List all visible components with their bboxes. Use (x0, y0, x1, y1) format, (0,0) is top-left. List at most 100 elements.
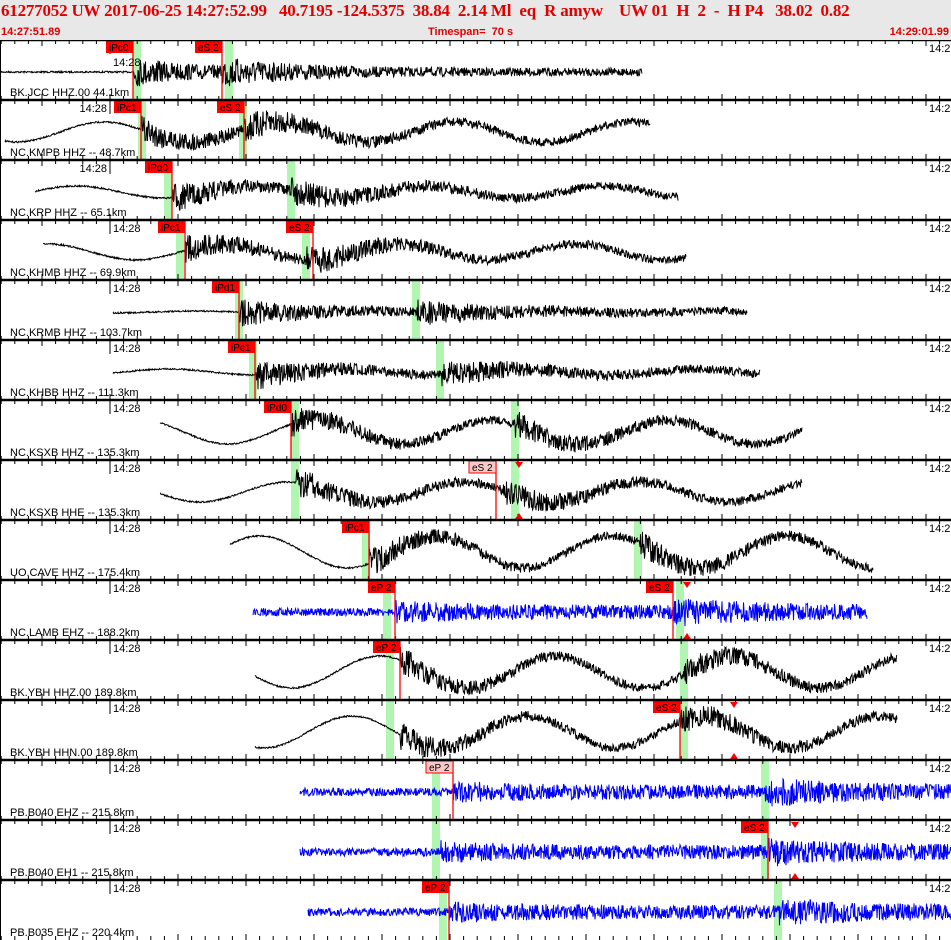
pick-flag[interactable] (114, 101, 141, 113)
theoretical-arrival-marker (249, 341, 257, 400)
channel-label: NC.KHBB HHZ -- 111.3km (10, 387, 139, 399)
seismogram-trace (254, 645, 898, 696)
phase-pick[interactable]: eS 2 (468, 460, 497, 520)
right-minute-label: 14:2 (929, 43, 950, 55)
trace-panel[interactable]: PB.B035 EHZ -- 220.4km eP 2 14:28 14:2 (0, 878, 951, 940)
seismogram-trace (4, 110, 651, 151)
trace-panel[interactable]: NC.KHMB HHZ -- 69.9km iPc1 eS 2 14:28 14:2 (0, 218, 951, 280)
pick-flag[interactable] (286, 221, 313, 233)
pick-label: iPd0 (148, 163, 168, 174)
right-minute-label: 14:2 (929, 343, 950, 355)
phase-pick[interactable]: iPd0 (145, 161, 173, 220)
phase-pick[interactable]: iPc1 (158, 221, 186, 280)
phase-pick[interactable]: eS 2 (646, 581, 674, 640)
channel-label: NC.KSXB HHE -- 135.3km (10, 507, 140, 519)
seismogram-trace (299, 837, 951, 867)
phase-pick[interactable]: eP 2 (373, 641, 401, 700)
phase-pick[interactable]: eS 2 (286, 221, 314, 280)
right-minute-label: 14:2 (929, 703, 950, 715)
phase-pick[interactable]: eS 2 (741, 821, 769, 880)
pick-flag[interactable] (106, 41, 133, 53)
trace-panel[interactable]: PB.B040 EH1 -- 215.8km eS 2 14:28 14:2 (0, 818, 951, 880)
pick-flag[interactable] (264, 401, 291, 413)
trace-panel[interactable]: BK.JCC HHZ.00 44.1km iPc0 eS 2 14:28 14:2 (0, 40, 951, 100)
pick-label: eP 2 (371, 583, 392, 594)
phase-pick[interactable]: eS 2 (195, 41, 223, 100)
theoretical-arrival-marker (225, 41, 233, 100)
minute-label: 14:28 (113, 763, 141, 775)
minute-label: 14:28 (113, 223, 141, 235)
pick-label: eS 2 (744, 823, 765, 834)
channel-label: NC.KRP HHZ -- 65.1km (10, 207, 127, 219)
phase-pick[interactable]: iPc0 (106, 41, 134, 100)
pick-flag[interactable] (217, 101, 244, 113)
right-minute-label: 14:2 (929, 583, 950, 595)
amplitude-max-triangle-icon (791, 822, 799, 828)
minute-label: 14:28 (113, 703, 141, 715)
channel-label: PB.B040 EHZ -- 215.8km (10, 807, 134, 819)
theoretical-arrival-marker (386, 701, 394, 760)
theoretical-arrival-marker (133, 41, 141, 100)
minute-label: 14:28 (113, 883, 141, 895)
minute-label: 14:28 (113, 283, 141, 295)
channel-label: PB.B040 EH1 -- 215.8km (10, 867, 134, 879)
pick-flag[interactable] (653, 701, 680, 713)
minute-label: 14:28 (113, 823, 141, 835)
phase-pick[interactable]: iPc1 (114, 101, 142, 160)
start-time: 14:27:51.89 (1, 26, 61, 38)
pick-flag[interactable] (741, 821, 768, 833)
minute-label: 14:28 (79, 163, 107, 175)
trace-panel[interactable]: BK.YBH HHN.00 189.8km eS 2 14:28 14:2 (0, 698, 951, 760)
phase-pick[interactable]: iPd1 (212, 281, 240, 340)
amplitude-min-triangle-icon (791, 873, 799, 879)
phase-pick[interactable]: iPc1 (342, 521, 370, 580)
channel-label: NC.KHMB HHZ -- 69.9km (10, 267, 136, 279)
minute-label: 14:28 (113, 583, 141, 595)
phase-pick[interactable]: eS 2 (653, 701, 681, 760)
pick-flag[interactable] (145, 161, 172, 173)
phase-pick[interactable]: eS 2 (217, 101, 245, 160)
pick-flag[interactable] (342, 521, 369, 533)
pick-flag[interactable] (422, 881, 449, 893)
seismogram-trace (112, 299, 748, 327)
trace-panel[interactable]: NC.KSXB HHE -- 135.3km eS 2 14:28 14:2 (0, 458, 951, 520)
pick-flag[interactable] (373, 641, 400, 653)
trace-panel[interactable]: NC.KMPB HHZ -- 48.7km iPc1 eS 2 14:28 14:2 (0, 98, 951, 160)
phase-pick[interactable]: iPd0 (264, 401, 292, 460)
channel-label: NC.KMPB HHZ -- 48.7km (10, 147, 135, 159)
pick-flag[interactable] (368, 581, 395, 593)
trace-panel[interactable]: NC.KRP HHZ -- 65.1km iPd0 14:28 14:2 (0, 158, 951, 220)
seismogram-trace (307, 899, 951, 926)
amplitude-max-triangle-icon (683, 582, 691, 588)
pick-flag[interactable] (212, 281, 239, 293)
trace-panel[interactable]: PB.B040 EHZ -- 215.8km eP 2 14:28 14:2 (0, 758, 951, 820)
channel-label: BK.YBH HHZ.00 189.8km (10, 687, 137, 699)
phase-pick[interactable]: eP 2 (422, 881, 450, 940)
trace-panel[interactable]: NC.KRMB HHZ -- 103.7km iPd1 14:28 14:2 (0, 278, 951, 340)
pick-flag[interactable] (646, 581, 673, 593)
seismogram-trace (34, 176, 679, 211)
trace-panel[interactable]: BK.YBH HHZ.00 189.8km eP 2 14:28 14:2 (0, 638, 951, 700)
pick-label: iPd0 (267, 403, 287, 414)
phase-pick[interactable]: eP 2 (368, 581, 396, 640)
channel-label: NC.LAMB EHZ -- 188.2km (10, 627, 140, 639)
pick-flag[interactable] (228, 341, 255, 353)
right-minute-label: 14:2 (929, 223, 950, 235)
theoretical-arrival-marker (291, 461, 299, 520)
pick-label: iPc1 (345, 523, 365, 534)
phase-pick[interactable]: eP 2 (425, 760, 454, 820)
pick-flag[interactable] (158, 221, 185, 233)
amplitude-min-triangle-icon (683, 633, 691, 639)
trace-panel[interactable]: NC.KHBB HHZ -- 111.3km iPc1 14:28 14:2 (0, 338, 951, 400)
trace-panel[interactable]: NC.LAMB EHZ -- 188.2km eP 2 eS 2 14:28 14:2 (0, 578, 951, 640)
phase-pick[interactable]: iPc1 (228, 341, 256, 400)
pick-flag[interactable] (195, 41, 222, 53)
pick-label: iPc1 (161, 223, 181, 234)
minute-label: 14:28 (113, 57, 141, 69)
pick-label: eP 2 (425, 883, 446, 894)
pick-label: iPc1 (231, 343, 251, 354)
seismogram-trace (252, 598, 868, 627)
trace-panel[interactable]: NC.KSXB HHZ -- 135.3km iPd0 14:28 14:2 (0, 398, 951, 460)
trace-panel[interactable]: UO.CAVE HHZ -- 175.4km iPc1 14:28 14:2 (0, 518, 951, 580)
